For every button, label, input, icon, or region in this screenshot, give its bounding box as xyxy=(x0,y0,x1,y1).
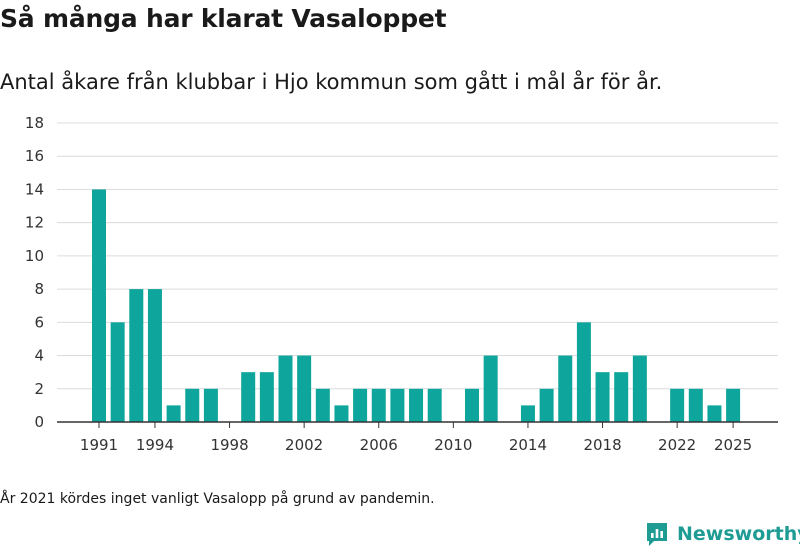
x-tick-label: 2022 xyxy=(658,436,696,454)
x-tick-label: 1998 xyxy=(210,436,248,454)
bar-2018 xyxy=(595,372,610,422)
bar-2015 xyxy=(539,388,554,422)
bar-2006 xyxy=(371,388,386,422)
footnote: År 2021 kördes inget vanligt Vasalopp på… xyxy=(0,491,435,507)
y-tick-labels: 0 2 4 6 8 10 12 14 16 18 xyxy=(25,114,44,431)
y-tick-label: 18 xyxy=(25,114,44,132)
x-tick-label: 2018 xyxy=(583,436,621,454)
bar-2003 xyxy=(315,388,330,422)
bar-2011 xyxy=(465,388,479,422)
chart-subtitle: Antal åkare från klubbar i Hjo kommun so… xyxy=(0,70,663,94)
x-tick-label: 2014 xyxy=(509,436,547,454)
y-tick-label: 10 xyxy=(25,247,44,265)
y-tick-label: 0 xyxy=(34,413,44,431)
bar-2007 xyxy=(390,388,405,422)
brand-name: Newsworthy xyxy=(677,523,800,545)
y-tick-label: 14 xyxy=(25,180,44,198)
x-tick-labels: 1991 1994 1998 2002 2006 2010 2014 2018 2022 2025 xyxy=(80,422,752,454)
y-tick-label: 8 xyxy=(34,280,44,298)
chart-title: Så många har klarat Vasaloppet xyxy=(0,4,447,33)
bar-1999 xyxy=(241,372,256,422)
bar-2008 xyxy=(409,388,424,422)
y-tick-label: 2 xyxy=(34,380,44,398)
bar-1994 xyxy=(147,289,162,422)
bar-2012 xyxy=(483,355,498,422)
bars xyxy=(92,189,741,422)
gridlines xyxy=(57,122,778,390)
bar-2000 xyxy=(259,372,274,422)
x-tick-label: 1991 xyxy=(80,436,118,454)
bar-2025 xyxy=(726,388,741,422)
y-tick-label: 12 xyxy=(25,214,44,232)
bar-chart: 0 2 4 6 8 10 12 14 16 18 1991 1994 1998 2002 2006 2010… xyxy=(25,114,778,454)
y-tick-label: 4 xyxy=(34,347,44,365)
newsworthy-logo: Newsworthy xyxy=(645,519,800,549)
bar-2014 xyxy=(520,405,535,422)
bar-2004 xyxy=(334,405,349,422)
bar-2017 xyxy=(576,322,591,422)
x-tick-label: 2002 xyxy=(285,436,323,454)
bar-2019 xyxy=(614,372,629,422)
bar-1996 xyxy=(185,388,200,422)
y-tick-label: 6 xyxy=(34,313,44,331)
x-tick-label: 2025 xyxy=(714,436,752,454)
bar-2016 xyxy=(558,355,573,422)
y-tick-label: 16 xyxy=(25,147,44,165)
bar-2024 xyxy=(707,405,722,422)
bar-2009 xyxy=(427,388,442,422)
x-tick-label: 2010 xyxy=(434,436,472,454)
bar-2001 xyxy=(278,355,293,422)
x-tick-label: 1994 xyxy=(136,436,174,454)
bar-2022 xyxy=(670,388,685,422)
x-tick-label: 2006 xyxy=(360,436,398,454)
newsworthy-logo-icon xyxy=(647,523,667,546)
bar-1995 xyxy=(166,405,181,422)
bar-1992 xyxy=(110,322,125,422)
bar-2005 xyxy=(353,388,368,422)
bar-2020 xyxy=(632,355,647,422)
bar-2002 xyxy=(297,355,312,422)
bar-1991 xyxy=(92,189,106,422)
bar-1997 xyxy=(203,388,218,422)
bar-1993 xyxy=(129,289,144,422)
bar-2023 xyxy=(688,388,703,422)
